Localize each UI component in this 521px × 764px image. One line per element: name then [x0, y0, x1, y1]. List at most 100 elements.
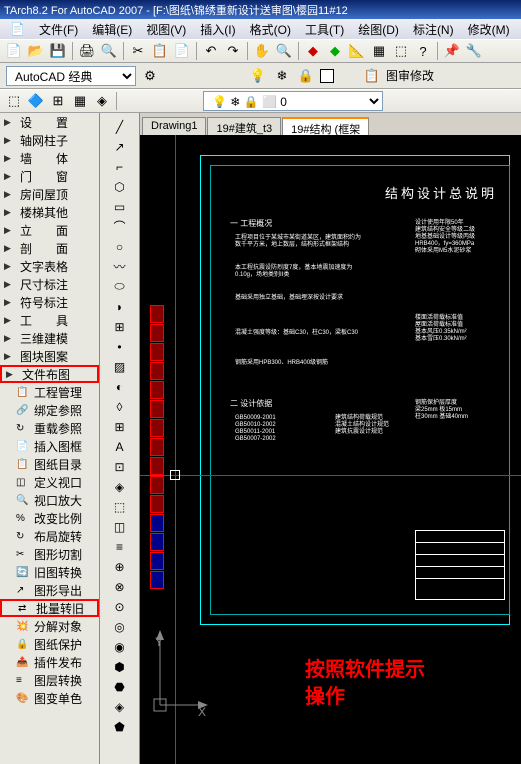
paste-icon[interactable]: 📄 — [172, 41, 192, 61]
rect-icon[interactable]: ▭ — [110, 197, 130, 216]
tool-icon[interactable]: ⊗ — [110, 577, 130, 596]
tab-drawing1[interactable]: Drawing1 — [142, 117, 206, 135]
tool-icon[interactable]: ⬚ — [391, 41, 411, 61]
tool-icon[interactable]: 📐 — [347, 41, 367, 61]
tree-item[interactable]: ▶符号标注 — [0, 293, 99, 311]
tree-item[interactable]: %改变比例 — [0, 509, 99, 527]
tree-item[interactable]: 📋图纸目录 — [0, 455, 99, 473]
menu-modify[interactable]: 修改(M) — [462, 19, 516, 40]
spline-icon[interactable]: 〰 — [110, 257, 130, 276]
tree-item[interactable]: ≡图层转换 — [0, 671, 99, 689]
tool-icon[interactable]: ◫ — [110, 517, 130, 536]
menu-insert[interactable]: 插入(I) — [194, 19, 241, 40]
tree-item[interactable]: ▶文字表格 — [0, 257, 99, 275]
gradient-icon[interactable]: ◐ — [110, 377, 130, 396]
tool-icon[interactable]: ◈ — [110, 697, 130, 716]
tree-item[interactable]: 🔍视口放大 — [0, 491, 99, 509]
menu-draw[interactable]: 绘图(D) — [352, 19, 405, 40]
tool-icon[interactable]: 🔷 — [26, 91, 46, 111]
tree-item[interactable]: ▶楼梯其他 — [0, 203, 99, 221]
polyline-icon[interactable]: ⌐ — [110, 157, 130, 176]
tree-item[interactable]: 🔄旧图转换 — [0, 563, 99, 581]
tool-icon[interactable]: ◉ — [110, 637, 130, 656]
layer-icon[interactable]: 💡 — [248, 66, 268, 86]
new-icon[interactable]: 📄 — [4, 41, 24, 61]
ray-icon[interactable]: ↗ — [110, 137, 130, 156]
layer-icon[interactable]: 🔒 — [296, 66, 316, 86]
menu-edit[interactable]: 编辑(E) — [86, 19, 138, 40]
tree-item[interactable]: 📄插入图框 — [0, 437, 99, 455]
tool-icon[interactable]: ≡ — [110, 537, 130, 556]
tool-icon[interactable]: ◈ — [92, 91, 112, 111]
drawing-canvas[interactable]: 结构设计总说明 一 工程概况 二 设计依据 工程项目位于某城市某街道某区，建筑面… — [140, 135, 521, 764]
tool-icon[interactable]: ⬟ — [110, 717, 130, 736]
tree-item[interactable]: ◫定义视口 — [0, 473, 99, 491]
tab-structure[interactable]: 19#结构 (框架 — [282, 117, 369, 135]
pan-icon[interactable]: ✋ — [252, 41, 272, 61]
menu-dim[interactable]: 标注(N) — [407, 19, 460, 40]
tool-icon[interactable]: ⬢ — [110, 657, 130, 676]
tool-icon[interactable]: ◆ — [325, 41, 345, 61]
help-icon[interactable]: ? — [413, 41, 433, 61]
tree-item[interactable]: ▶工 具 — [0, 311, 99, 329]
tree-item[interactable]: 📤插件发布 — [0, 653, 99, 671]
menu-file[interactable]: 文件(F) — [33, 19, 84, 40]
tree-item[interactable]: ▶三维建模 — [0, 329, 99, 347]
tool-icon[interactable]: ◆ — [303, 41, 323, 61]
circle-icon[interactable]: ○ — [110, 237, 130, 256]
menu-format[interactable]: 格式(O) — [244, 19, 297, 40]
open-icon[interactable]: 📂 — [26, 41, 46, 61]
menu-tools[interactable]: 工具(T) — [299, 19, 350, 40]
undo-icon[interactable]: ↶ — [201, 41, 221, 61]
tree-item[interactable]: ▶文件布图 — [0, 365, 99, 383]
layer-icon[interactable]: ❄ — [272, 66, 292, 86]
color-icon[interactable] — [320, 69, 334, 83]
tree-item[interactable]: ▶轴网柱子 — [0, 131, 99, 149]
workspace-combo[interactable]: AutoCAD 经典 — [6, 66, 136, 86]
tab-building[interactable]: 19#建筑_t3 — [207, 117, 281, 135]
review-icon[interactable]: 📋 — [362, 66, 382, 86]
cut-icon[interactable]: ✂ — [128, 41, 148, 61]
preview-icon[interactable]: 🔍 — [99, 41, 119, 61]
tool-icon[interactable]: ⬚ — [4, 91, 24, 111]
tree-item[interactable]: ▶图块图案 — [0, 347, 99, 365]
tree-item[interactable]: 🔒图纸保护 — [0, 635, 99, 653]
tree-item[interactable]: ▶设 置 — [0, 113, 99, 131]
tool-icon[interactable]: ⊕ — [110, 557, 130, 576]
tree-item[interactable]: 📋工程管理 — [0, 383, 99, 401]
tool-icon[interactable]: ⬚ — [110, 497, 130, 516]
tree-item[interactable]: ✂图形切割 — [0, 545, 99, 563]
tree-item[interactable]: ↻布局旋转 — [0, 527, 99, 545]
tree-item[interactable]: ▶墙 体 — [0, 149, 99, 167]
tree-item[interactable]: ↻重载参照 — [0, 419, 99, 437]
zoom-icon[interactable]: 🔍 — [274, 41, 294, 61]
hatch-icon[interactable]: ▨ — [110, 357, 130, 376]
block-icon[interactable]: ⊞ — [110, 317, 130, 336]
tool-icon[interactable]: 🔧 — [464, 41, 484, 61]
ellipse-icon[interactable]: ⬭ — [110, 277, 130, 296]
save-icon[interactable]: 💾 — [48, 41, 68, 61]
tree-item[interactable]: 🎨图变单色 — [0, 689, 99, 707]
tree-item[interactable]: ▶房间屋顶 — [0, 185, 99, 203]
table-icon[interactable]: ⊞ — [110, 417, 130, 436]
tool-icon[interactable]: ◎ — [110, 617, 130, 636]
menu-icon[interactable]: 📄 — [4, 20, 31, 38]
text-icon[interactable]: A — [110, 437, 130, 456]
tree-item[interactable]: ▶剖 面 — [0, 239, 99, 257]
gear-icon[interactable]: ⚙ — [140, 66, 160, 86]
ellipse-arc-icon[interactable]: ◗ — [110, 297, 130, 316]
copy-icon[interactable]: 📋 — [150, 41, 170, 61]
tool-icon[interactable]: ◈ — [110, 477, 130, 496]
tool-icon[interactable]: ⬣ — [110, 677, 130, 696]
tool-icon[interactable]: ⊡ — [110, 457, 130, 476]
tree-item[interactable]: ▶尺寸标注 — [0, 275, 99, 293]
tree-item[interactable]: ↗图形导出 — [0, 581, 99, 599]
line-icon[interactable]: ╱ — [110, 117, 130, 136]
tool-icon[interactable]: ▦ — [369, 41, 389, 61]
tree-item[interactable]: ▶立 面 — [0, 221, 99, 239]
tree-item[interactable]: ⇄批量转旧 — [0, 599, 99, 617]
tree-item[interactable]: ▶门 窗 — [0, 167, 99, 185]
print-icon[interactable]: 🖨 — [77, 41, 97, 61]
layer-combo[interactable]: 💡 ❄ 🔒 ⬜ 0 — [203, 91, 383, 111]
tool-icon[interactable]: ⊞ — [48, 91, 68, 111]
